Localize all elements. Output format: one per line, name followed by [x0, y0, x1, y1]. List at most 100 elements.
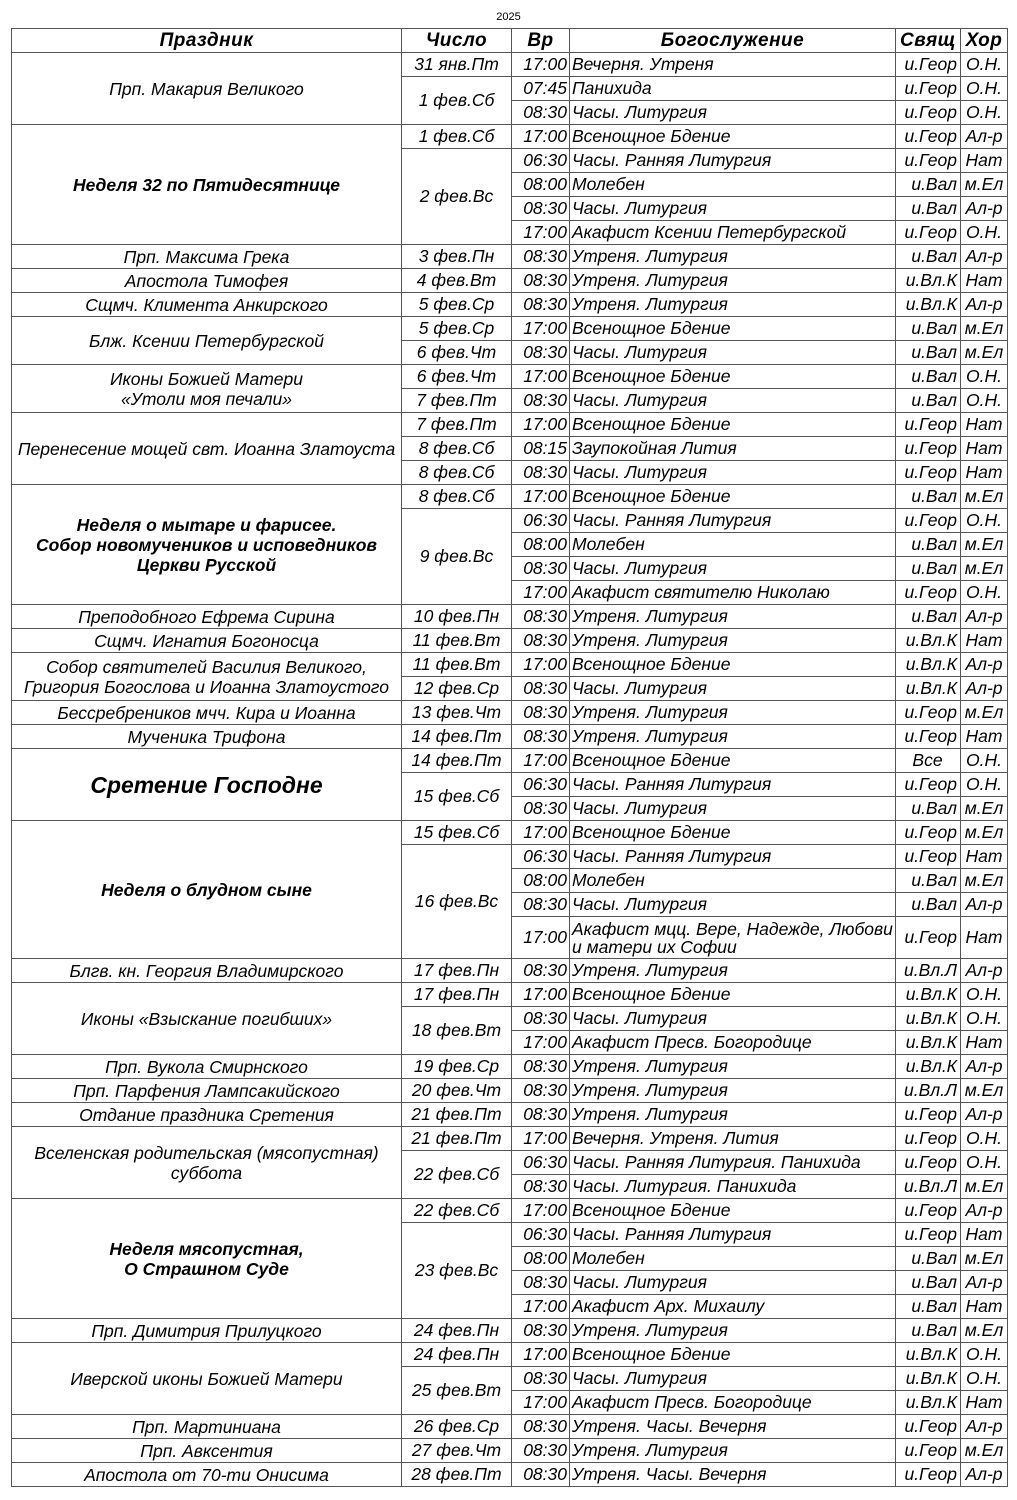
- table-row: 23 фев.Вс 06:30 Часы. Ранняя Литургия и.Гео…: [12, 1222, 1008, 1319]
- choir-cell: Ал-р: [960, 892, 1008, 917]
- service-cell: Утреня. Литургия: [569, 292, 896, 317]
- choir-cell: м.Ел: [960, 316, 1008, 341]
- time-cell: 08:30: [511, 292, 570, 317]
- table-row: Перенесение мощей свт. Иоанна Златоуста 7…: [11, 412, 1008, 485]
- choir-cell: Ал-р: [960, 652, 1008, 677]
- choir-cell: Нат: [960, 916, 1008, 959]
- service-cell: Заупокойная Лития: [569, 436, 896, 461]
- time-cell: 17:00: [511, 220, 570, 245]
- priest-cell: и.Вал: [895, 1294, 961, 1319]
- feast-name: Прп. Вукола Смирнского: [11, 1054, 402, 1079]
- feast-name: Прп. Макария Великого: [11, 52, 402, 125]
- time-cell: 08:30: [511, 1462, 570, 1487]
- feast-name: Неделя мясопустная, О Страшном Суде: [11, 1198, 402, 1319]
- choir-cell: Нат: [960, 436, 1008, 461]
- date-cell: 24 фев.Пн: [401, 1318, 512, 1343]
- priest-cell: и.Геор: [895, 1102, 961, 1127]
- table-row: Апостола Тимофея 4 фев.Вт 08:30 Утреня. Лит…: [11, 268, 1008, 293]
- priest-cell: и.Геор: [895, 700, 961, 725]
- table-row: Прп. Максима Грека 3 фев.Пн 08:30 Утреня. Л…: [11, 244, 1008, 269]
- table-row: 8 фев.Сб 08:30 Часы. Литургия и.Геор Нат: [12, 460, 1008, 485]
- priest-cell: и.Геор: [895, 1150, 961, 1175]
- priest-cell: и.Вл.К: [895, 268, 961, 293]
- feast-name: Иконы Божией Матери «Утоли моя печали»: [11, 364, 402, 413]
- table-row: Преподобного Ефрема Сирина 10 фев.Пн 08:30…: [11, 604, 1008, 629]
- priest-cell: и.Геор: [895, 916, 961, 959]
- priest-cell: и.Геор: [895, 1414, 961, 1439]
- table-row: Отдание праздника Сретения 21 фев.Пт 08:30…: [11, 1102, 1008, 1127]
- table-row: Иконы Божией Матери «Утоли моя печали» 6 …: [11, 364, 1008, 413]
- table-row: 1 фев.Сб 07:45 Панихида и.Геор О.Н.: [12, 76, 1008, 125]
- table-row: 6 фев.Чт 08:30 Часы. Литургия и.Вал м.Ел: [12, 340, 1008, 365]
- year-label: 2025: [496, 11, 521, 23]
- date-cell: 14 фев.Пт: [401, 724, 512, 749]
- priest-cell: и.Вл.К: [895, 676, 961, 701]
- feast-name: Вселенская родительская (мясопустная) су…: [11, 1126, 402, 1199]
- service-cell: Утреня. Литургия: [569, 268, 896, 293]
- time-cell: 08:30: [511, 196, 570, 221]
- choir-cell: Нат: [960, 628, 1008, 653]
- time-cell: 17:00: [511, 1126, 570, 1151]
- feast-name: Иконы «Взыскание погибших»: [11, 982, 402, 1055]
- priest-cell: и.Геор: [895, 1222, 961, 1247]
- choir-cell: м.Ел: [960, 868, 1008, 893]
- date-cell: 16 фев.Вс: [401, 844, 512, 959]
- date-cell: 11 фев.Вт: [401, 652, 512, 677]
- choir-cell: м.Ел: [960, 1078, 1008, 1103]
- choir-cell: О.Н.: [960, 1006, 1008, 1031]
- service-cell: Утреня. Часы. Вечерня: [569, 1462, 896, 1487]
- date-cell: 15 фев.Сб: [401, 772, 512, 821]
- table-row: 17:00 Акафист святителю Николаю и.Геор О.Н.: [12, 580, 1008, 605]
- priest-cell: и.Геор: [895, 220, 961, 245]
- priest-cell: и.Геор: [895, 412, 961, 437]
- table-row: Прп. Авксентия 27 фев.Чт 08:30 Утреня. Литу…: [11, 1438, 1008, 1463]
- table-row: Вселенская родительская (мясопустная) су…: [11, 1126, 1008, 1199]
- feast-name: Сщмч. Игнатия Богоносца: [11, 628, 402, 653]
- service-cell: Всенощное Бдение: [569, 1342, 896, 1367]
- service-cell: Акафист Пресв. Богородице: [569, 1390, 896, 1415]
- priest-cell: и.Вл.К: [895, 1030, 961, 1055]
- date-cell: 13 фев.Чт: [401, 700, 512, 725]
- date-cell: 25 фев.Вт: [401, 1366, 512, 1415]
- header-date: Число: [401, 28, 512, 53]
- table-row: Собор святителей Василия Великого, Григо…: [11, 652, 1008, 701]
- service-cell: Часы. Литургия: [569, 100, 896, 125]
- table-row: Иверской иконы Божией Матери 24 фев.Пн 17:…: [11, 1342, 1008, 1415]
- time-cell: 17:00: [511, 1390, 570, 1415]
- choir-cell: м.Ел: [960, 1246, 1008, 1271]
- priest-cell: Все: [895, 748, 961, 773]
- choir-cell: Ал-р: [960, 1462, 1008, 1487]
- table-row: Апостола от 70-ти Онисима 28 фев.Пт 08:30 У…: [11, 1462, 1008, 1487]
- time-cell: 08:30: [511, 244, 570, 269]
- date-cell: 19 фев.Ср: [401, 1054, 512, 1079]
- choir-cell: м.Ел: [960, 1438, 1008, 1463]
- service-cell: Всенощное Бдение: [569, 652, 896, 677]
- choir-cell: Ал-р: [960, 1270, 1008, 1295]
- service-cell: Панихида: [569, 76, 896, 101]
- time-cell: 08:00: [511, 532, 570, 557]
- table-row: 08:00 Молебен и.Вал м.Ел: [12, 868, 1008, 893]
- time-cell: 08:30: [511, 1438, 570, 1463]
- time-cell: 08:30: [511, 388, 570, 413]
- time-cell: 06:30: [511, 1150, 570, 1175]
- date-cell: 2 фев.Вс: [401, 148, 512, 245]
- priest-cell: и.Геор: [895, 460, 961, 485]
- service-cell: Утреня. Литургия: [569, 628, 896, 653]
- time-cell: 06:30: [511, 148, 570, 173]
- time-cell: 08:30: [511, 1078, 570, 1103]
- time-cell: 08:30: [511, 460, 570, 485]
- feast-name: Прп. Димитрия Прилуцкого: [11, 1318, 402, 1343]
- choir-cell: Ал-р: [960, 1054, 1008, 1079]
- service-cell: Часы. Ранняя Литургия: [569, 508, 896, 533]
- service-cell: Утреня. Литургия: [569, 1054, 896, 1079]
- service-cell: Утреня. Литургия: [569, 1318, 896, 1343]
- choir-cell: О.Н.: [960, 52, 1008, 77]
- table-row: Бессребреников мчч. Кира и Иоанна 13 фев.…: [11, 700, 1008, 725]
- choir-cell: м.Ел: [960, 532, 1008, 557]
- table-row: 08:30 Часы. Литургия. Панихида и.Вл.Л м.Ел: [12, 1174, 1008, 1199]
- feast-name: Блж. Ксении Петербургской: [11, 316, 402, 365]
- table-row: Сщмч. Игнатия Богоносца 11 фев.Вт 08:30 Утр…: [11, 628, 1008, 653]
- feast-name: Собор святителей Василия Великого, Григо…: [11, 652, 402, 701]
- time-cell: 17:00: [511, 820, 570, 845]
- priest-cell: и.Вл.Л: [895, 958, 961, 983]
